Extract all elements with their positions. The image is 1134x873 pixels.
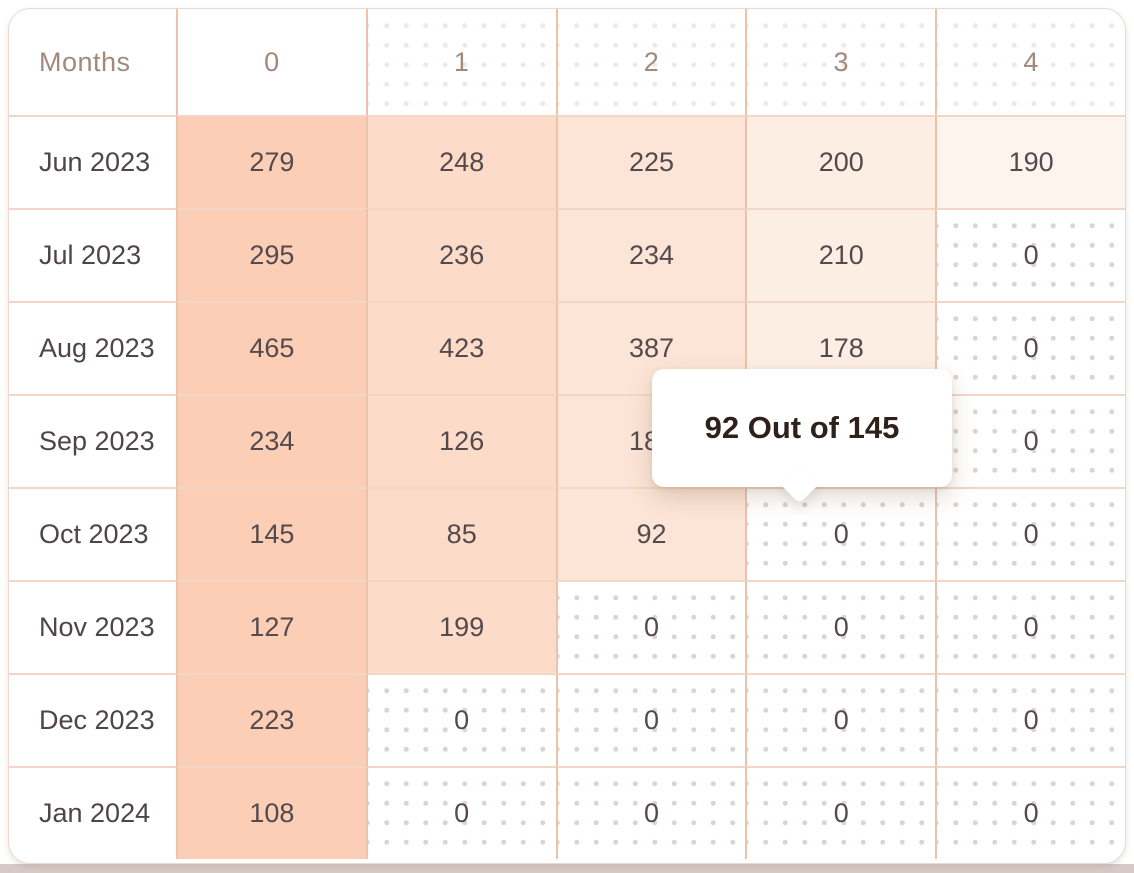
cohort-cell[interactable]: 387 <box>555 301 746 394</box>
column-header-1: 1 <box>365 9 556 115</box>
cohort-cell[interactable]: 295 <box>176 208 366 301</box>
row-label: Jan 2024 <box>9 766 176 859</box>
row-label: Sep 2023 <box>9 394 176 487</box>
row-label: Aug 2023 <box>9 301 176 394</box>
row-label: Jun 2023 <box>9 115 176 208</box>
cohort-cell[interactable]: 0 <box>935 208 1125 301</box>
page-bottom-shadow <box>0 864 1134 873</box>
cohort-cell[interactable]: 0 <box>745 580 936 673</box>
cohort-cell[interactable]: 0 <box>745 673 936 766</box>
cohort-cell[interactable]: 210 <box>745 208 936 301</box>
cohort-cell[interactable]: 223 <box>176 673 366 766</box>
tooltip-text: 92 Out of 145 <box>704 410 900 445</box>
column-header-2: 2 <box>555 9 746 115</box>
column-header-3: 3 <box>745 9 936 115</box>
cohort-table-card: Months 0 1 2 3 4 Jun 2023 279 248 225 200 190 Jul 2… <box>8 8 1126 864</box>
cohort-cell[interactable]: 0 <box>935 580 1125 673</box>
cohort-cell[interactable]: 190 <box>935 115 1125 208</box>
cohort-cell[interactable]: 0 <box>745 487 936 580</box>
cohort-cell[interactable]: 248 <box>365 115 556 208</box>
cohort-cell[interactable]: 108 <box>176 766 366 859</box>
cohort-cell[interactable]: 279 <box>176 115 366 208</box>
row-label: Jul 2023 <box>9 208 176 301</box>
cohort-cell[interactable]: 423 <box>365 301 556 394</box>
cohort-cell[interactable]: 0 <box>935 673 1125 766</box>
cohort-cell[interactable]: 0 <box>365 766 556 859</box>
cohort-cell[interactable]: 145 <box>176 487 366 580</box>
cohort-cell[interactable]: 0 <box>935 394 1125 487</box>
cohort-cell[interactable]: 0 <box>555 580 746 673</box>
cohort-cell[interactable]: 0 <box>935 766 1125 859</box>
tooltip: 92 Out of 145 <box>652 369 952 487</box>
row-label: Dec 2023 <box>9 673 176 766</box>
cohort-cell[interactable]: 85 <box>365 487 556 580</box>
cohort-cell[interactable]: 126 <box>365 394 556 487</box>
cohort-cell[interactable]: 0 <box>935 301 1125 394</box>
cohort-cell[interactable]: 0 <box>745 766 936 859</box>
cohort-cell[interactable]: 200 <box>745 115 936 208</box>
row-label: Oct 2023 <box>9 487 176 580</box>
cohort-table: Months 0 1 2 3 4 Jun 2023 279 248 225 200 190 Jul 2… <box>9 9 1125 859</box>
row-label: Nov 2023 <box>9 580 176 673</box>
cohort-cell[interactable]: 0 <box>555 766 746 859</box>
column-header-0: 0 <box>176 9 366 115</box>
cohort-cell[interactable]: 234 <box>555 208 746 301</box>
cohort-cell[interactable]: 0 <box>555 673 746 766</box>
column-header-4: 4 <box>935 9 1125 115</box>
cohort-cell[interactable]: 127 <box>176 580 366 673</box>
months-header-label: Months <box>39 46 131 77</box>
cohort-cell[interactable]: 465 <box>176 301 366 394</box>
cohort-cell[interactable]: 234 <box>176 394 366 487</box>
cohort-cell[interactable]: 236 <box>365 208 556 301</box>
cohort-cell[interactable]: 0 <box>935 487 1125 580</box>
cohort-cell[interactable]: 0 <box>365 673 556 766</box>
cohort-cell[interactable]: 199 <box>365 580 556 673</box>
cohort-cell[interactable]: 225 <box>555 115 746 208</box>
cohort-cell[interactable]: 92 <box>555 487 746 580</box>
